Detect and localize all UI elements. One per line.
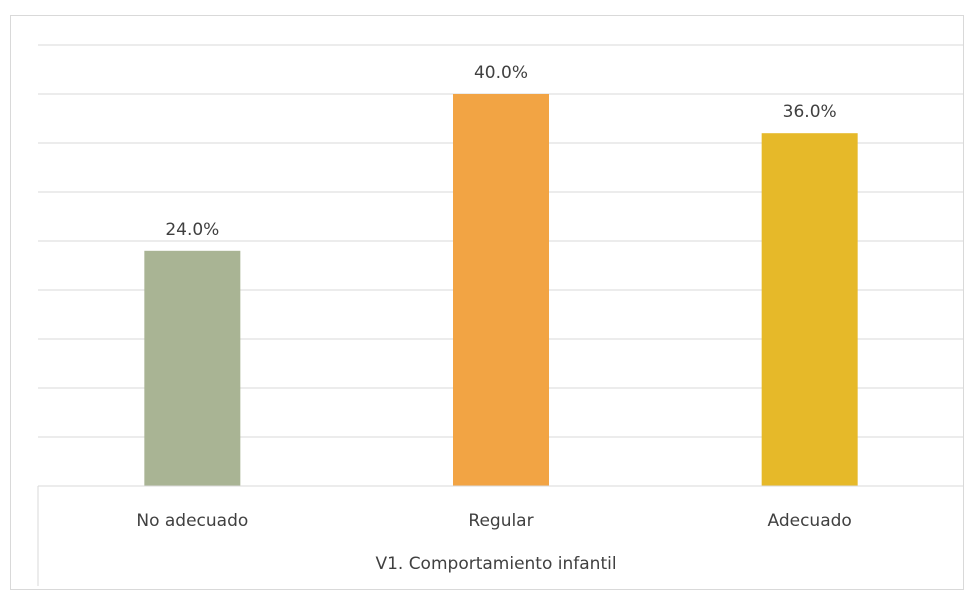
category-label: No adecuado [136, 511, 248, 531]
data-labels: 24.0% 40.0% 36.0% [165, 63, 836, 240]
category-label: Regular [468, 511, 533, 531]
category-label: Adecuado [768, 511, 852, 531]
data-label: 40.0% [474, 63, 528, 83]
bars [144, 94, 858, 486]
category-axis-lines [37, 485, 964, 586]
data-label: 36.0% [783, 102, 837, 122]
category-labels: No adecuado Regular Adecuado [136, 511, 851, 531]
bar-adecuado [761, 133, 858, 486]
data-label: 24.0% [165, 220, 219, 240]
bar-regular [453, 94, 549, 486]
bar-no-adecuado [144, 250, 241, 486]
x-axis-title: V1. Comportamiento infantil [375, 554, 616, 574]
